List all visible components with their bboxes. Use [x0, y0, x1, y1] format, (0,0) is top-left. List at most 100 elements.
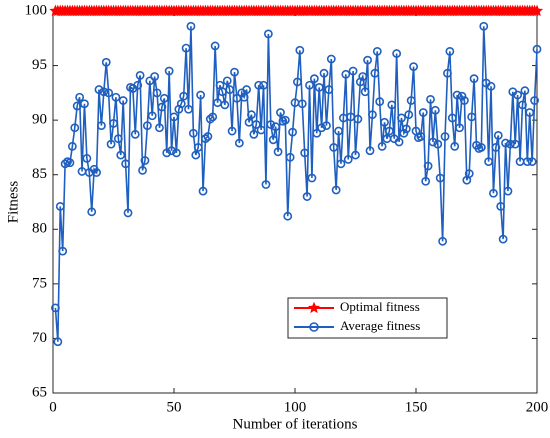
marker: [300, 148, 310, 158]
marker: [445, 46, 455, 56]
marker: [365, 146, 375, 156]
marker: [293, 77, 302, 87]
marker: [75, 92, 85, 102]
marker: [239, 92, 249, 102]
marker: [268, 135, 278, 145]
marker: [87, 207, 97, 217]
marker: [322, 121, 331, 130]
marker: [152, 88, 162, 98]
marker: [172, 148, 181, 158]
marker: [227, 126, 237, 136]
marker: [530, 96, 539, 105]
marker: [457, 91, 467, 101]
marker: [259, 80, 268, 90]
marker: [317, 123, 327, 133]
marker: [409, 62, 418, 72]
marker: [368, 110, 377, 120]
marker: [82, 153, 92, 163]
marker: [123, 208, 133, 218]
marker: [348, 66, 358, 76]
marker: [142, 121, 152, 130]
marker: [266, 120, 276, 129]
marker: [496, 201, 506, 211]
marker: [256, 125, 266, 135]
marker: [276, 108, 285, 117]
marker: [532, 44, 542, 54]
marker: [312, 128, 322, 138]
marker: [155, 123, 164, 133]
marker: [196, 90, 206, 100]
marker: [97, 121, 106, 130]
marker: [433, 139, 443, 149]
marker: [150, 72, 160, 81]
marker: [331, 185, 341, 195]
legend-label: Average fitness: [340, 318, 420, 333]
y-tick-label: 70: [32, 330, 47, 346]
marker: [491, 143, 501, 152]
marker: [101, 57, 111, 67]
y-tick-label: 95: [32, 57, 47, 73]
marker: [111, 92, 121, 102]
marker: [198, 186, 208, 196]
marker: [186, 21, 196, 31]
marker: [135, 70, 145, 80]
marker: [426, 95, 435, 104]
marker: [147, 111, 157, 121]
marker: [295, 45, 305, 55]
marker: [113, 134, 123, 144]
marker: [452, 90, 462, 100]
marker: [319, 68, 329, 78]
marker: [225, 85, 235, 94]
marker: [423, 161, 433, 171]
marker: [455, 123, 464, 133]
marker: [51, 303, 60, 313]
marker: [363, 55, 372, 65]
marker: [522, 157, 532, 167]
marker: [188, 128, 198, 138]
y-axis-label: Fitness: [5, 181, 21, 224]
marker: [261, 180, 271, 189]
marker: [130, 129, 140, 139]
marker: [416, 132, 426, 141]
marker: [418, 108, 428, 117]
x-tick-label: 50: [167, 399, 182, 415]
marker: [297, 99, 307, 109]
marker: [324, 85, 334, 94]
marker: [329, 143, 339, 152]
x-tick-label: 0: [49, 399, 57, 415]
marker: [307, 173, 317, 183]
marker: [167, 146, 176, 156]
marker: [343, 155, 353, 164]
marker: [280, 115, 290, 125]
marker: [464, 169, 474, 179]
marker: [247, 110, 256, 120]
marker: [138, 165, 147, 175]
marker: [479, 21, 489, 31]
legend-label: Optimal fitness: [340, 299, 420, 314]
marker: [476, 143, 486, 152]
marker: [518, 100, 527, 110]
marker: [203, 132, 213, 141]
marker: [181, 43, 191, 53]
marker: [353, 114, 363, 124]
marker: [273, 147, 283, 157]
x-tick-label: 150: [405, 399, 428, 415]
marker: [484, 157, 493, 167]
marker: [404, 110, 414, 120]
marker: [341, 69, 351, 79]
marker: [145, 76, 155, 86]
marker: [210, 41, 220, 51]
x-tick-label: 200: [526, 399, 549, 415]
marker: [67, 141, 77, 151]
marker: [501, 138, 510, 148]
marker: [435, 173, 445, 183]
marker: [222, 76, 232, 86]
marker: [179, 91, 189, 101]
marker: [162, 148, 172, 158]
marker: [285, 152, 295, 162]
marker: [99, 87, 109, 97]
marker: [530, 4, 544, 17]
marker: [65, 158, 75, 168]
marker: [397, 113, 406, 123]
marker: [314, 83, 324, 92]
